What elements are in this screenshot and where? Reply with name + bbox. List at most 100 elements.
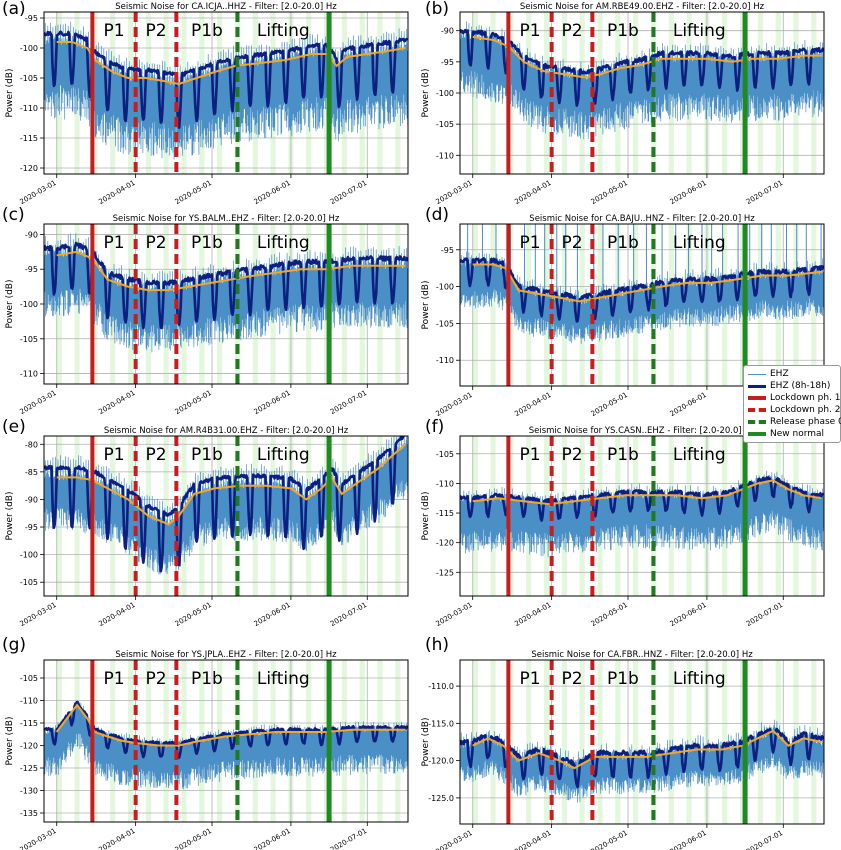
legend-label: Release phase 0 [770,417,841,427]
x-tick-label: 2020-04-01 [513,829,552,850]
y-tick-label: -95 [25,14,38,23]
y-tick-label: -115.0 [428,719,454,728]
chart-title: Seismic Noise for CA.FBR..HNZ - Filter: … [531,650,753,660]
y-tick-label: -110 [436,356,454,365]
y-axis-label: Power (dB) [5,717,15,766]
y-tick-label: -95 [441,58,454,67]
x-tick-label: 2020-03-01 [434,829,473,850]
x-tick-label: 2020-06-01 [669,829,708,850]
chart-title: Seismic Noise for AM.RBE49.00.EHZ - Filt… [520,2,765,12]
x-tick-label: 2020-03-01 [434,601,473,628]
x-tick-label: 2020-04-01 [513,179,552,206]
weekend-band [633,660,639,824]
weekend-band [490,660,496,824]
panel-letter: (b) [425,0,449,19]
plot-frame [43,435,409,597]
y-tick-label: -105 [20,674,38,683]
panel-f: P1 P2 P1b Lifting -105 -110 -115 -120 -125 2020-0… [421,417,825,628]
y-tick-label: -125.0 [428,794,454,803]
phase-label: Lifting [673,21,726,41]
phase-label: P1 [519,21,540,41]
y-tick-label: -95 [441,246,454,255]
weekend-band [413,660,418,822]
legend: EHZ EHZ (8h-18h) Lockdown ph. 1 Lockdown… [743,365,841,443]
x-tick-label: 2020-03-01 [434,179,473,206]
x-tick-label: 2020-04-01 [513,391,552,418]
x-tick-label: 2020-05-01 [590,391,629,418]
y-tick-label: -100 [436,89,454,98]
chart-title: Seismic Noise for YS.CASN..EHZ - Filter:… [529,426,756,436]
legend-entry-ehz: EHZ [748,368,789,380]
weekend-band [597,660,603,824]
weekend-band [579,660,585,824]
series-ehz [460,719,824,803]
y-tick-label: -100 [20,551,38,560]
weekend-band [829,12,834,174]
legend-entry-ehz-day: EHZ (8h-18h) [748,380,830,392]
y-tick-label: -110 [436,151,454,160]
series-trend [56,41,406,86]
y-axis-label: Power (dB) [5,69,15,118]
phase-label: P2 [561,669,582,689]
panel-letter: (d) [425,205,449,225]
phase-label: Lifting [257,445,310,465]
y-tick-label: -115 [20,134,38,143]
y-tick-label: -110 [20,104,38,113]
x-tick-label: 2020-07-01 [329,601,368,628]
x-tick-label: 2020-03-01 [18,601,57,628]
y-tick-label: -90 [25,230,38,239]
x-tick-label: 2020-06-01 [253,827,292,850]
panel-letter: (a) [2,0,26,19]
y-tick-label: -100 [20,44,38,53]
y-tick-label: -105 [436,450,454,459]
series-ehz [44,21,408,160]
x-tick-label: 2020-07-01 [745,829,784,850]
y-axis-label: Power (dB) [421,492,431,541]
x-tick-label: 2020-04-01 [97,389,136,416]
phase-label: P1b [191,445,223,465]
y-tick-label: -95 [25,523,38,532]
legend-label: EHZ (8h-18h) [770,381,831,391]
phase-label: P2 [145,669,166,689]
plot-area [460,660,824,824]
x-tick-label: 2020-07-01 [329,827,368,850]
series-trend [472,729,822,770]
x-tick-label: 2020-06-01 [669,179,708,206]
panel-letter: (g) [2,635,26,655]
y-tick-label: -100 [436,283,454,292]
plot-area [44,224,418,384]
panel-letter: (f) [425,417,444,437]
series-ehz [460,470,824,558]
x-tick-label: 2020-07-01 [329,389,368,416]
phase-label: P1b [191,669,223,689]
y-axis-label: Power (dB) [421,69,431,118]
y-tick-label: -130 [20,787,38,796]
weekend-band [829,224,834,386]
phase-label: P1b [607,21,639,41]
weekend-band [413,12,418,174]
x-tick-label: 2020-03-01 [18,179,57,206]
phase-label: Lifting [673,445,726,465]
legend-swatch-ehz-day [748,384,766,388]
phase-label: P1 [519,233,540,253]
y-tick-label: -125 [20,764,38,773]
phase-label: P2 [145,445,166,465]
y-tick-label: -105 [436,319,454,328]
x-tick-label: 2020-04-01 [97,827,136,850]
series-ehz [460,21,824,140]
y-tick-label: -115 [436,509,454,518]
legend-entry-release0: Release phase 0 [748,416,841,428]
x-tick-label: 2020-06-01 [669,601,708,628]
plot-area [460,12,834,174]
panel-letter: (e) [2,417,26,437]
weekend-band [413,224,418,384]
series-trend [472,35,822,79]
weekend-band [686,660,692,824]
phase-label: P1b [191,21,223,41]
y-tick-label: -90 [441,27,454,36]
x-tick-label: 2020-05-01 [174,601,213,628]
weekend-band [377,436,383,596]
phase-label: P1 [103,669,124,689]
weekend-band [395,436,401,596]
phase-label: P1 [519,445,540,465]
